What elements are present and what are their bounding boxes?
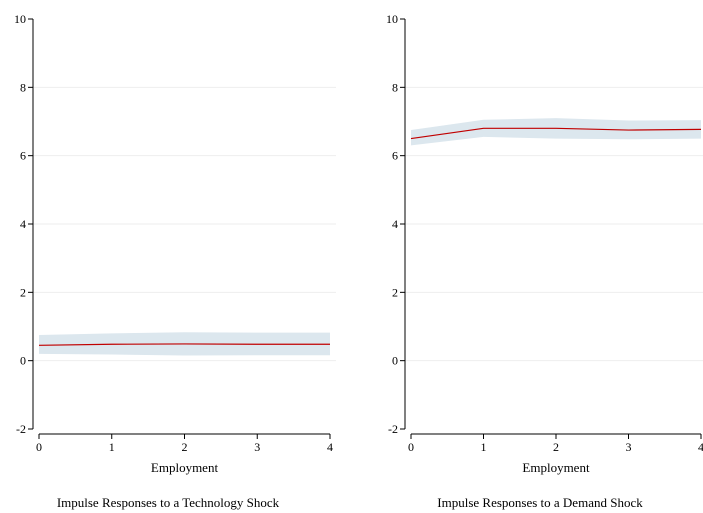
panel-technology-shock: -2 0 2 4 6 8 10 0 1 2 3 4 Employment Impulse Response…	[14, 12, 336, 510]
panel-demand-shock: -2 0 2 4 6 8 10 0 1 2 3 4 Employment Impulse Response…	[386, 12, 703, 510]
x-tick-label: 2	[553, 440, 559, 454]
y-tick-label: 6	[392, 149, 398, 163]
x-tick-label: 4	[327, 440, 333, 454]
y-tick-label: 0	[20, 354, 26, 368]
y-tick-label: 8	[392, 80, 398, 94]
x-tick-label: 1	[109, 440, 115, 454]
x-tick-label: 0	[36, 440, 42, 454]
x-axis-title: Employment	[522, 460, 590, 475]
chart-caption: Impulse Responses to a Technology Shock	[57, 495, 280, 510]
y-tick-label: -2	[388, 422, 398, 436]
y-tick-label: 10	[386, 12, 398, 26]
x-tick-label: 3	[626, 440, 632, 454]
y-tick-label: 6	[20, 149, 26, 163]
y-tick-label: 2	[20, 285, 26, 299]
x-tick-label: 3	[254, 440, 260, 454]
y-tick-label: 2	[392, 285, 398, 299]
chart-caption: Impulse Responses to a Demand Shock	[437, 495, 643, 510]
y-tick-label: 4	[20, 217, 26, 231]
confidence-band	[411, 118, 701, 146]
y-tick-label: 4	[392, 217, 398, 231]
y-tick-label: 8	[20, 80, 26, 94]
y-tick-label: -2	[16, 422, 26, 436]
x-tick-label: 2	[182, 440, 188, 454]
y-tick-label: 0	[392, 354, 398, 368]
x-tick-label: 4	[698, 440, 703, 454]
x-tick-label: 1	[481, 440, 487, 454]
x-tick-label: 0	[408, 440, 414, 454]
x-axis-title: Employment	[151, 460, 219, 475]
y-tick-label: 10	[14, 12, 26, 26]
